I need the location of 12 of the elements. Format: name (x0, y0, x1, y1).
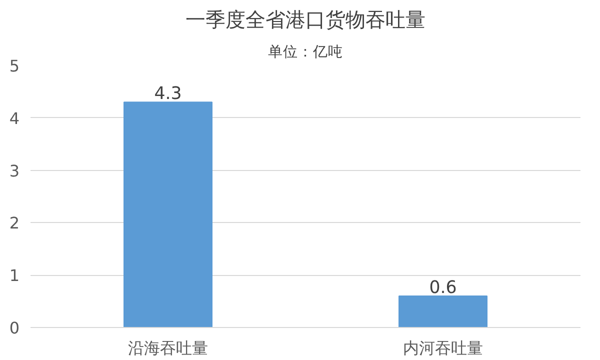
chart-title: 一季度全省港口货物吞吐量 (186, 8, 426, 32)
y-tick-label: 2 (9, 214, 20, 233)
x-tick-label: 内河吞吐量 (403, 338, 483, 358)
x-tick-label: 沿海吞吐量 (128, 338, 208, 358)
y-tick-label: 4 (9, 108, 20, 128)
y-tick-label: 0 (9, 318, 20, 338)
y-tick-label: 1 (9, 266, 20, 286)
chart-subtitle: 单位：亿吨 (268, 44, 343, 60)
data-label: 4.3 (154, 84, 182, 104)
data-label: 0.6 (429, 278, 457, 298)
y-tick-label: 3 (9, 161, 20, 180)
y-tick-label: 5 (9, 56, 20, 76)
